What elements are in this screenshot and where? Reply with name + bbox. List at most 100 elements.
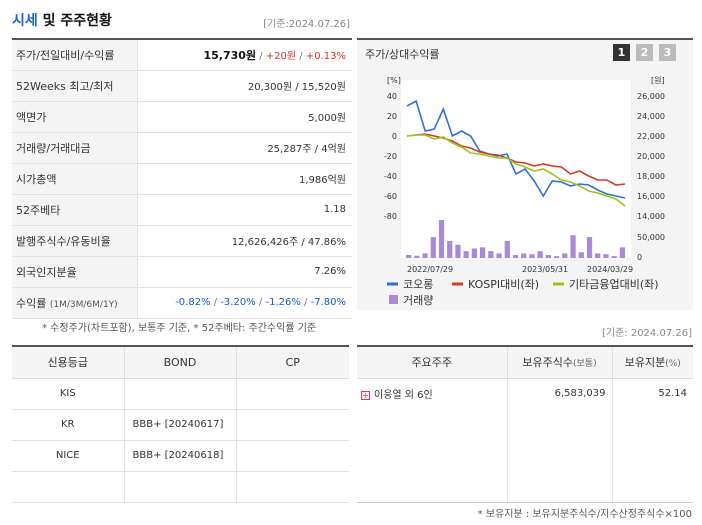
volume-bar (562, 253, 568, 258)
col-header-agency: 신용등급 (12, 346, 125, 379)
legend-label: 거래량 (403, 294, 433, 307)
empty-rows (357, 409, 693, 503)
price-footnote: * 수정주가(차트포함), 보통주 기준, * 52주베타: 주간수익률 기준 (42, 323, 317, 334)
x-tick-label: 2024/03/29 (587, 265, 633, 274)
volume-bar (504, 240, 510, 258)
par-label: 액면가 (12, 101, 138, 133)
return-sublabel: (1M/3M/6M/1Y) (49, 299, 118, 310)
return-1m: -0.82% (175, 297, 211, 308)
volume-bar (496, 253, 502, 258)
cp-cell (236, 471, 349, 503)
cp-cell (236, 378, 349, 410)
right-unit-label: [원] (651, 76, 665, 85)
volume-bar (554, 256, 560, 258)
table-row: 52주베타 1.18 (12, 194, 352, 226)
volume-bar (463, 251, 469, 258)
mcap-value: 1,986억원 (137, 163, 352, 195)
y-left-tick-label: 40 (387, 92, 397, 101)
volume-tick-label: 0 (637, 253, 642, 262)
table-row: 52Weeks 최고/최저 20,300원 / 15,520원 (12, 70, 352, 102)
volume-bar (512, 254, 519, 258)
chart-title: 주가/상대수익률 (365, 48, 440, 61)
volume-bar (595, 253, 601, 258)
y-right-tick-label: 26,000 (637, 92, 665, 101)
volume-bar (406, 254, 412, 258)
bond-cell: BBB+ [20240618] (124, 440, 237, 472)
table-header-row: 신용등급 BOND CP (12, 346, 349, 379)
holder-name-cell[interactable]: + 이웅열 외 6인 (357, 378, 508, 409)
table-row: 거래량/거래대금 25,287주 / 4억원 (12, 132, 352, 164)
table-row: 액면가 5,000원 (12, 101, 352, 133)
chart-page-1-button[interactable]: 1 (613, 44, 630, 61)
bond-cell: BBB+ [20240617] (124, 409, 237, 441)
return-6m: -1.26% (265, 297, 301, 308)
y-left-tick-label: -20 (384, 152, 397, 161)
table-row: KIS (12, 378, 349, 410)
holder-name: 이웅열 외 6인 (374, 390, 433, 402)
price-value: 15,730원 / +20원 / +0.13% (137, 39, 352, 71)
table-row: 시가총액 1,986억원 (12, 163, 352, 195)
col-header-bond: BOND (124, 346, 237, 379)
chart-panel: [%] [원] 40 20 0 -20 -40 -60 -80 26,000 24,000 22,00… (357, 38, 693, 310)
week52-value: 20,300원 / 15,520원 (137, 70, 352, 102)
table-row: NICE BBB+ [20240618] (12, 440, 349, 472)
series-line-3 (406, 134, 626, 207)
volume-bar (586, 237, 593, 258)
series-line-1 (406, 99, 626, 199)
volume-bar (447, 240, 453, 258)
legend-label: 기타금융업대비(좌) (569, 278, 659, 291)
bond-cell (124, 378, 237, 410)
volume-bar (521, 253, 527, 258)
current-price: 15,730원 (203, 48, 257, 62)
left-unit-label: [%] (387, 76, 401, 85)
volume-bar (611, 256, 617, 258)
volume-value: 25,287주 / 4억원 (137, 132, 352, 164)
par-value: 5,000원 (137, 101, 352, 133)
x-tick-label: 2023/05/31 (522, 265, 568, 274)
y-right-tick-label: 22,000 (637, 132, 665, 141)
y-right-tick-label: 20,000 (637, 152, 665, 161)
table-row: 외국인지분율 7.26% (12, 256, 352, 288)
volume-bar (480, 247, 486, 258)
col-header-shares: 보유주식수(보통) (507, 346, 613, 379)
foreign-label: 외국인지분율 (12, 256, 138, 288)
legend-label: KOSPI대비(좌) (468, 278, 539, 291)
base-date: [기준:2024.07.26] (263, 19, 350, 30)
volume-bar (529, 254, 535, 258)
major-shareholder-table: 주요주주 보유주식수(보통) 보유지분(%) + 이웅열 외 6인 6,583,0… (357, 345, 693, 503)
holder-shares: 6,583,039 (507, 378, 613, 409)
volume-bar (619, 247, 625, 258)
chart-page-3-button[interactable]: 3 (659, 44, 676, 61)
y-left-tick-label: -40 (384, 172, 397, 181)
volume-bar (471, 248, 477, 258)
y-left-tick-label: 0 (392, 132, 397, 141)
holder-footnote: * 보유지분 : 보유지분주식수/지수산정주식수×100 (477, 509, 692, 520)
table-row: KR BBB+ [20240617] (12, 409, 349, 441)
return-3m: -3.20% (220, 297, 256, 308)
return-value: -0.82% / -3.20% / -1.26% / -7.80% (137, 287, 352, 319)
y-left-tick-label: 20 (387, 112, 397, 121)
shares-label: 발행주식수/유동비율 (12, 225, 138, 257)
y-right-tick-label: 16,000 (637, 192, 665, 201)
agency-cell: KIS (12, 378, 125, 410)
price-change: +20원 (265, 50, 297, 62)
shares-value: 12,626,426주 / 47.86% (137, 225, 352, 257)
volume-bar (438, 220, 445, 258)
table-row: 수익률 (1M/3M/6M/1Y) -0.82% / -3.20% / -1.2… (12, 287, 352, 319)
relative-return-chart: [%] [원] 40 20 0 -20 -40 -60 -80 26,000 24,000 22,00… (384, 76, 665, 307)
beta-label: 52주베타 (12, 194, 138, 226)
table-row: 발행주식수/유동비율 12,626,426주 / 47.86% (12, 225, 352, 257)
table-row: 주가/전일대비/수익률 15,730원 / +20원 / +0.13% (12, 39, 352, 71)
chart-page-2-button[interactable]: 2 (636, 44, 653, 61)
volume-bar (455, 244, 461, 258)
expand-plus-icon[interactable]: + (361, 390, 370, 400)
volume-tick-label: 50,000 (637, 233, 665, 242)
volume-bar (430, 237, 436, 258)
col-header-holder: 주요주주 (357, 346, 508, 379)
price-label: 주가/전일대비/수익률 (12, 39, 138, 71)
credit-rating-table: 신용등급 BOND CP KIS KR BBB+ [20240617] NICE… (12, 345, 349, 503)
volume-bar (422, 253, 428, 258)
agency-cell: KR (12, 409, 125, 441)
week52-label: 52Weeks 최고/최저 (12, 70, 138, 102)
volume-label: 거래량/거래대금 (12, 132, 138, 164)
